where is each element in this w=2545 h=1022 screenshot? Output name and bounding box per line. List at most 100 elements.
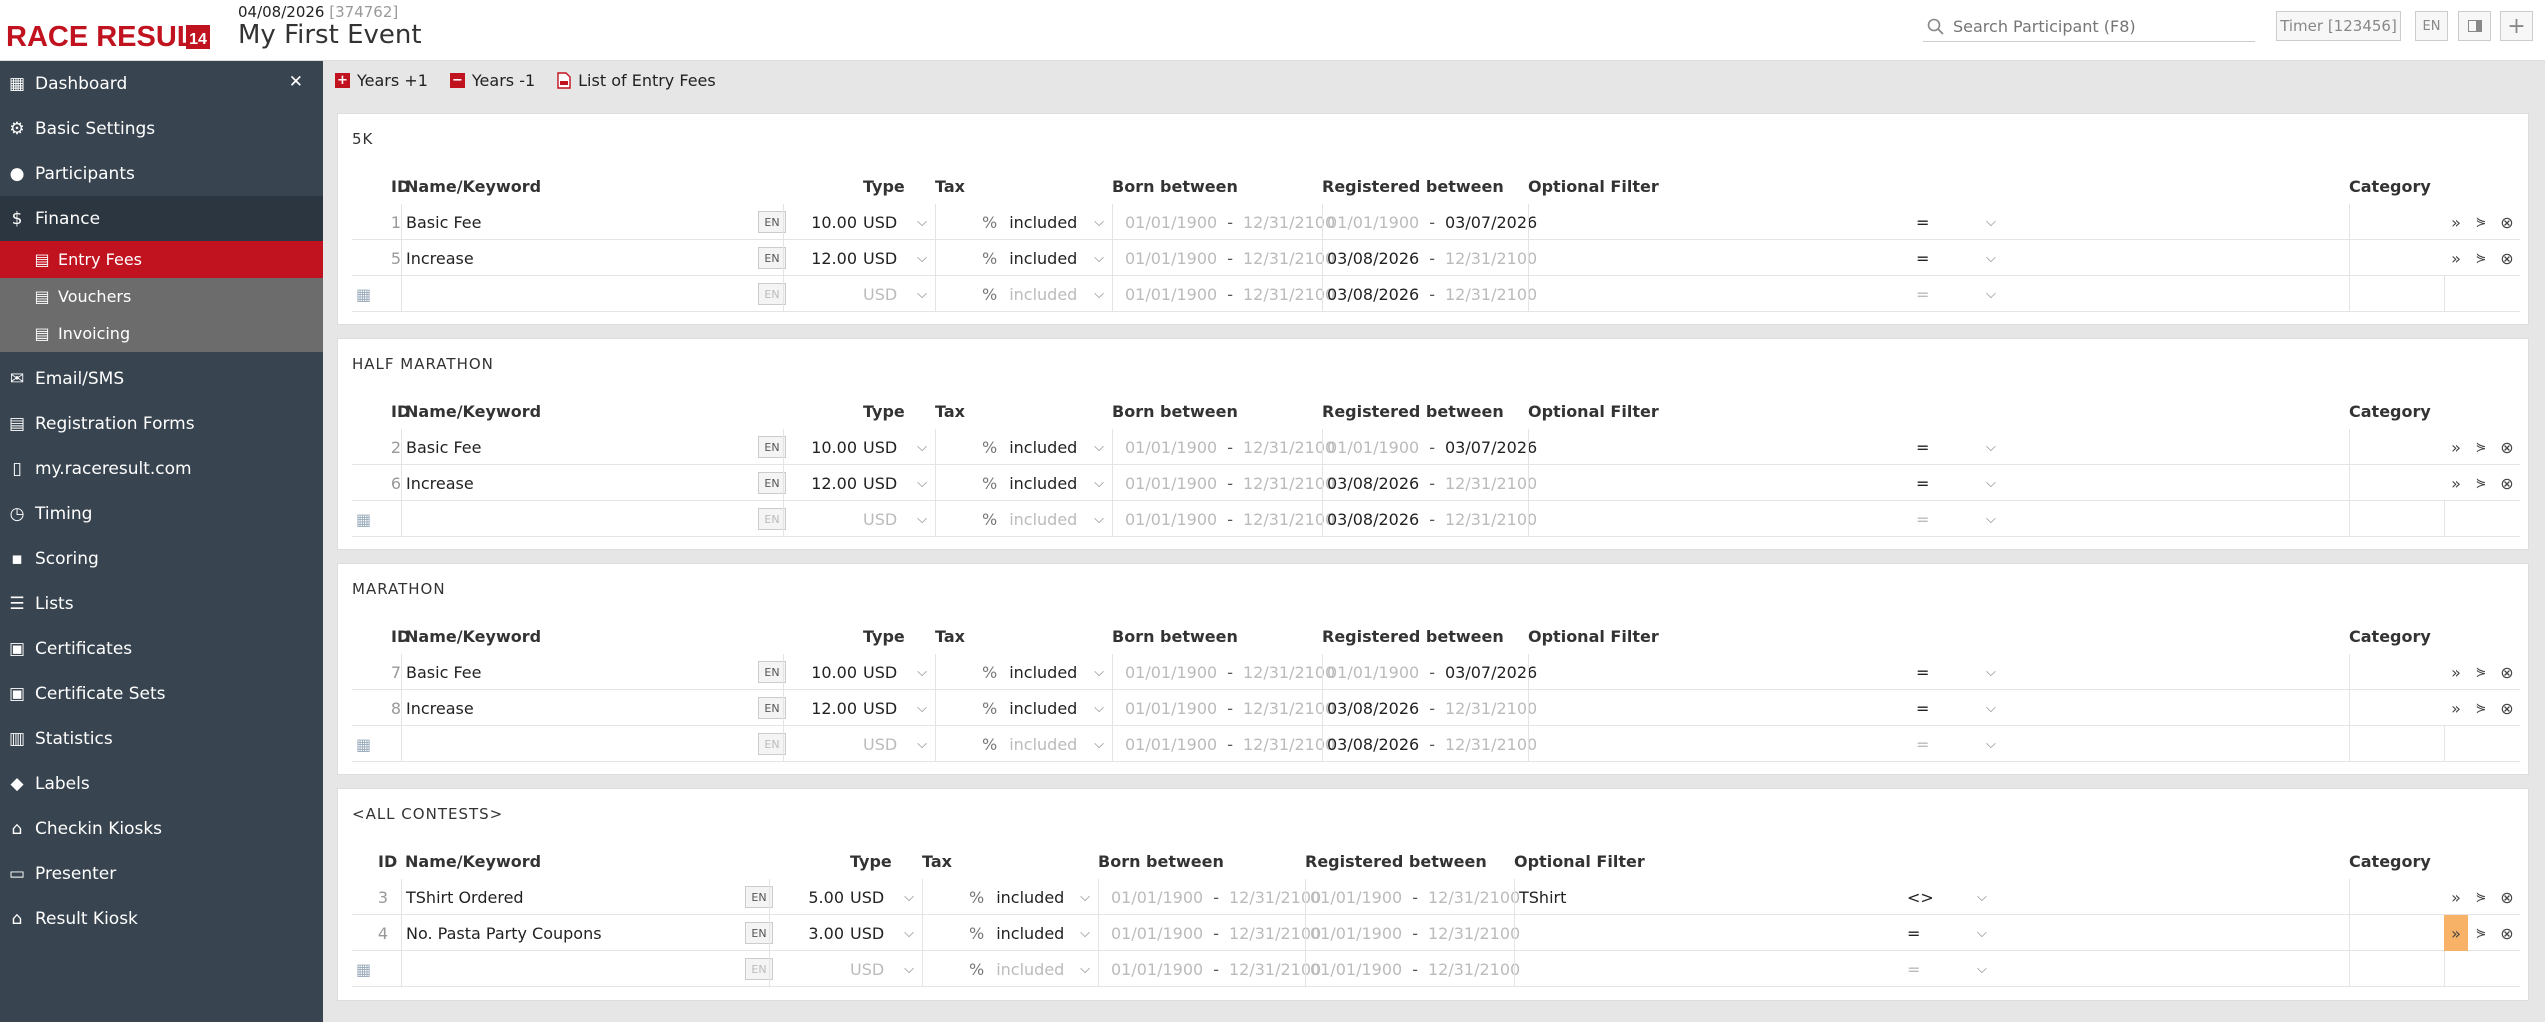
search-input[interactable]	[1953, 17, 2243, 36]
new-fee-row[interactable]: ▦ EN USD ⌵% included ⌵ 01/01/1900-12/31/2100 03…	[352, 501, 2520, 537]
split-icon[interactable]: ⋟	[2475, 700, 2487, 716]
tax-field[interactable]: % included ⌵	[935, 276, 1112, 312]
currency-select[interactable]: USD ⌵	[863, 690, 935, 726]
category-field[interactable]	[2349, 915, 2444, 951]
born-between-field[interactable]: 01/01/1900-12/31/2100	[1112, 726, 1335, 762]
split-icon[interactable]: ⋟	[2475, 439, 2487, 455]
category-field[interactable]	[2349, 879, 2444, 915]
list-entry-fees-button[interactable]: List of Entry Fees	[557, 71, 716, 90]
split-icon[interactable]: ⋟	[2475, 664, 2487, 680]
new-fee-row[interactable]: ▦ EN USD ⌵% included ⌵ 01/01/1900-12/31/2100 03…	[352, 276, 2520, 312]
fee-amount-input[interactable]	[783, 276, 863, 312]
registered-between-field[interactable]: 03/08/2026-12/31/2100	[1322, 501, 1537, 537]
optional-filter-field[interactable]: TShirt <> ⌵	[1514, 879, 2349, 915]
category-field[interactable]	[2349, 204, 2444, 240]
sidebar-item-vouchers[interactable]: ▤ Vouchers	[0, 278, 323, 315]
delete-icon[interactable]: ⊗	[2500, 923, 2514, 943]
new-fee-row[interactable]: ▦ EN USD ⌵% included ⌵ 01/01/1900-12/31/2100 03…	[352, 726, 2520, 762]
delete-icon[interactable]: ⊗	[2500, 437, 2514, 457]
category-field[interactable]	[2349, 654, 2444, 690]
expand-icon[interactable]: »	[2451, 698, 2461, 718]
years-minus-button[interactable]: − Years -1	[449, 71, 535, 90]
currency-select[interactable]: USD ⌵	[863, 204, 935, 240]
optional-filter-field[interactable]: = ⌵	[1528, 690, 2349, 726]
add-icon[interactable]: +	[2500, 11, 2533, 41]
expand-icon[interactable]: »	[2444, 915, 2468, 951]
born-between-field[interactable]: 01/01/1900-12/31/2100	[1112, 465, 1335, 501]
born-between-field[interactable]: 01/01/1900-12/31/2100	[1112, 501, 1335, 537]
language-tag[interactable]: EN	[758, 283, 786, 305]
currency-select[interactable]: USD ⌵	[863, 654, 935, 690]
fee-row[interactable]: 5 Increase EN 12.00 USD ⌵% included ⌵ 01/01/1900…	[352, 240, 2520, 276]
delete-icon[interactable]: ⊗	[2500, 473, 2514, 493]
sidebar-item-basic-settings[interactable]: ⚙ Basic Settings	[0, 106, 323, 151]
delete-icon[interactable]: ⊗	[2500, 662, 2514, 682]
tax-field[interactable]: % included ⌵	[922, 915, 1098, 951]
registered-between-field[interactable]: 01/01/1900-03/07/2026	[1322, 429, 1537, 465]
fee-row[interactable]: 2 Basic Fee EN 10.00 USD ⌵% included ⌵ 01/01/190…	[352, 429, 2520, 465]
language-button[interactable]: EN	[2415, 11, 2448, 41]
fee-name-input[interactable]	[401, 276, 754, 312]
sidebar-item-email-sms[interactable]: ✉ Email/SMS	[0, 356, 323, 401]
born-between-field[interactable]: 01/01/1900-12/31/2100	[1112, 240, 1335, 276]
fee-name-input[interactable]: Basic Fee	[401, 204, 754, 240]
panel-toggle-icon[interactable]	[2458, 11, 2491, 41]
delete-icon[interactable]: ⊗	[2500, 698, 2514, 718]
optional-filter-field[interactable]: = ⌵	[1528, 429, 2349, 465]
registered-between-field[interactable]: 01/01/1900-03/07/2026	[1322, 654, 1537, 690]
optional-filter-field[interactable]: = ⌵	[1528, 654, 2349, 690]
optional-filter-field[interactable]: = ⌵	[1514, 951, 2349, 987]
split-icon[interactable]: ⋟	[2475, 250, 2487, 266]
category-field[interactable]	[2349, 726, 2444, 762]
fee-row[interactable]: 4 No. Pasta Party Coupons EN 3.00 USD ⌵% inclu…	[352, 915, 2520, 951]
category-field[interactable]	[2349, 240, 2444, 276]
add-row-icon[interactable]: ▦	[356, 509, 372, 529]
fee-name-input[interactable]: Increase	[401, 690, 754, 726]
currency-select[interactable]: USD ⌵	[863, 501, 935, 537]
language-tag[interactable]: EN	[758, 661, 786, 683]
fee-name-input[interactable]: No. Pasta Party Coupons	[401, 915, 741, 951]
language-tag[interactable]: EN	[745, 922, 773, 944]
fee-amount-input[interactable]: 10.00	[783, 654, 863, 690]
fee-amount-input[interactable]	[783, 501, 863, 537]
expand-icon[interactable]: »	[2451, 662, 2461, 682]
sidebar-item-lists[interactable]: ☰ Lists	[0, 581, 323, 626]
registered-between-field[interactable]: 01/01/1900-12/31/2100	[1305, 915, 1520, 951]
fee-name-input[interactable]: TShirt Ordered	[401, 879, 741, 915]
split-icon[interactable]: ⋟	[2475, 214, 2487, 230]
add-row-icon[interactable]: ▦	[356, 959, 372, 979]
expand-icon[interactable]: »	[2451, 473, 2461, 493]
timer-button[interactable]: Timer [123456]	[2276, 11, 2401, 41]
sidebar-item-my-raceresult-com[interactable]: ▯ my.raceresult.com	[0, 446, 323, 491]
tax-field[interactable]: % included ⌵	[935, 429, 1112, 465]
born-between-field[interactable]: 01/01/1900-12/31/2100	[1112, 204, 1335, 240]
tax-field[interactable]: % included ⌵	[935, 465, 1112, 501]
language-tag[interactable]: EN	[758, 508, 786, 530]
fee-row[interactable]: 3 TShirt Ordered EN 5.00 USD ⌵% included ⌵ 01/01…	[352, 879, 2520, 915]
add-row-icon[interactable]: ▦	[356, 734, 372, 754]
registered-between-field[interactable]: 03/08/2026-12/31/2100	[1322, 240, 1537, 276]
language-tag[interactable]: EN	[745, 886, 773, 908]
expand-icon[interactable]: »	[2451, 248, 2461, 268]
event-name[interactable]: My First Event	[238, 20, 422, 50]
registered-between-field[interactable]: 01/01/1900-12/31/2100	[1305, 951, 1520, 987]
born-between-field[interactable]: 01/01/1900-12/31/2100	[1112, 429, 1335, 465]
race-result-logo[interactable]: RACE RESULT 14	[6, 8, 211, 54]
sidebar-item-labels[interactable]: ◆ Labels	[0, 761, 323, 806]
sidebar-item-certificates[interactable]: ▣ Certificates	[0, 626, 323, 671]
fee-name-input[interactable]	[401, 726, 754, 762]
fee-amount-input[interactable]: 12.00	[783, 690, 863, 726]
sidebar-item-checkin-kiosks[interactable]: ⌂ Checkin Kiosks	[0, 806, 323, 851]
language-tag[interactable]: EN	[758, 436, 786, 458]
fee-amount-input[interactable]: 12.00	[783, 240, 863, 276]
expand-icon[interactable]: »	[2451, 212, 2461, 232]
fee-name-input[interactable]: Increase	[401, 240, 754, 276]
currency-select[interactable]: USD ⌵	[863, 429, 935, 465]
add-row-icon[interactable]: ▦	[356, 284, 372, 304]
delete-icon[interactable]: ⊗	[2500, 887, 2514, 907]
born-between-field[interactable]: 01/01/1900-12/31/2100	[1098, 951, 1321, 987]
new-fee-row[interactable]: ▦ EN USD ⌵% included ⌵ 01/01/1900-12/31/2100 01…	[352, 951, 2520, 987]
optional-filter-field[interactable]: = ⌵	[1514, 915, 2349, 951]
tax-field[interactable]: % included ⌵	[935, 690, 1112, 726]
split-icon[interactable]: ⋟	[2475, 889, 2487, 905]
